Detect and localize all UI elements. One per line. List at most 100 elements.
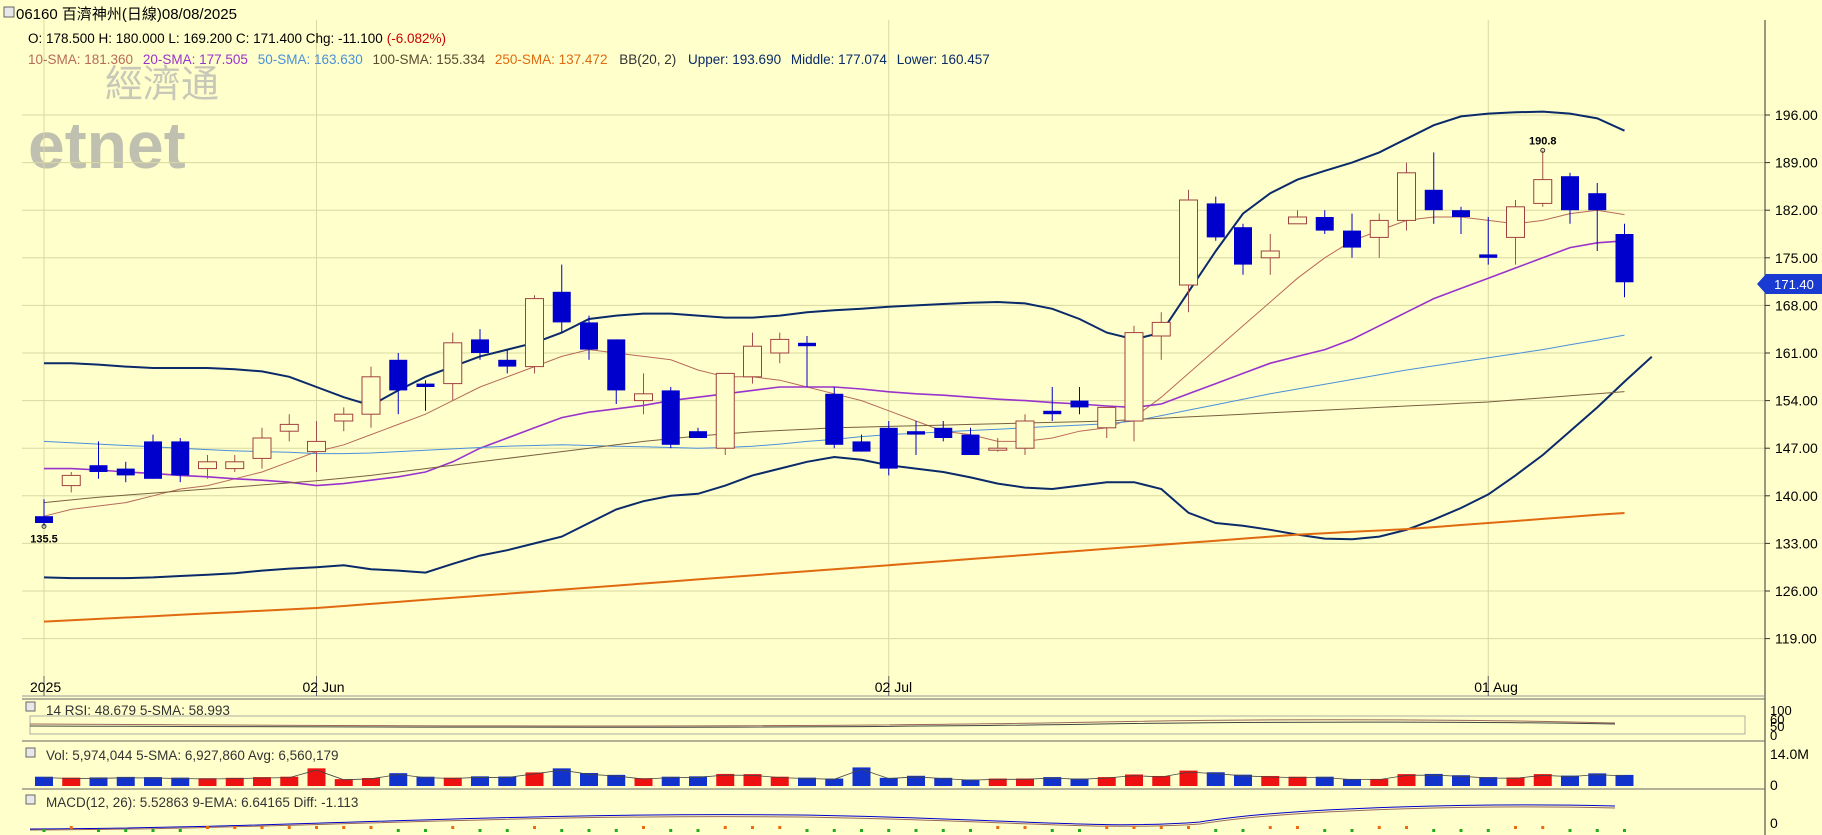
volume-bar (770, 776, 789, 786)
candle-body (1151, 321, 1171, 337)
price-axis-ticks: 196.00 189.00 182.00 175.00 168.00 161.00 154.… (1765, 107, 1818, 647)
macd-histogram-bar (1595, 829, 1599, 832)
collapse-icon[interactable] (25, 701, 36, 712)
candle-body (1343, 230, 1361, 248)
candle-body (1369, 219, 1389, 238)
volume-bar (253, 777, 271, 786)
candle-body (1206, 203, 1225, 238)
macd-histogram (42, 826, 1626, 832)
candle-body (1315, 217, 1334, 231)
rsi-tick: 50 (1770, 719, 1784, 734)
volume-bar (961, 779, 980, 786)
price-grid (22, 20, 1765, 696)
volume-bar (607, 774, 626, 786)
macd-histogram-bar (723, 826, 727, 829)
indicator-legend: 10-SMA: 181.360 20-SMA: 177.505 50-SMA: … (28, 52, 990, 67)
macd-histogram-bar (1514, 826, 1517, 829)
volume-bar (552, 768, 571, 786)
candle-body (1234, 227, 1252, 265)
rsi-line (29, 719, 1616, 727)
candle-body (89, 465, 108, 472)
volume-bar (1506, 777, 1525, 786)
volume-bar (443, 777, 462, 786)
volume-bar (798, 777, 816, 786)
volume-bar (1315, 776, 1334, 786)
macd-histogram-bar (1432, 829, 1436, 832)
ohlc-readout: O: 178.500 H: 180.000 L: 169.200 C: 171.… (28, 31, 446, 46)
volume-bar (1397, 774, 1416, 786)
watermark-logo: etnet (28, 108, 186, 182)
volume-bar (416, 776, 435, 786)
volume-bar (144, 777, 162, 786)
y-tick-label: 189.00 (1775, 155, 1818, 171)
candle-body (171, 441, 190, 476)
volume-bar (1097, 777, 1116, 786)
volume-bar (825, 778, 844, 786)
macd-histogram-bar (424, 829, 427, 832)
macd-panel: MACD(12, 26): 5.52863 9-EMA: 6.64165 Dif… (22, 788, 1778, 832)
x-tick-label: 02 Jun (303, 679, 345, 695)
last-price-marker: 171.40 (1757, 274, 1822, 294)
macd-histogram-bar (887, 829, 891, 832)
candle-body (525, 298, 544, 368)
macd-histogram-bar (860, 829, 863, 832)
volume-bar (1152, 775, 1171, 786)
candle-body (1424, 189, 1443, 211)
candle-body (1043, 410, 1062, 415)
volume-bar (988, 778, 1007, 786)
candle-body (580, 322, 598, 350)
volume-bar (1016, 778, 1034, 786)
collapse-icon[interactable] (25, 794, 36, 805)
volume-bar (1424, 773, 1443, 786)
macd-tick: 0 (1770, 815, 1778, 831)
candle-body (252, 437, 272, 459)
candle-body (443, 342, 463, 385)
volume-bar (661, 776, 680, 786)
macd-histogram-bar (1541, 826, 1545, 829)
macd-histogram-bar (1132, 826, 1136, 829)
y-tick-label: 161.00 (1775, 345, 1818, 361)
candle-body (961, 434, 980, 455)
candle-body (661, 390, 680, 445)
candle-body (852, 441, 871, 452)
header: 06160 百濟神州(日線)08/08/2025 O: 178.500 H: 1… (3, 6, 990, 67)
candle-body (225, 461, 245, 470)
collapse-icon[interactable] (3, 6, 15, 18)
candle-body (144, 441, 162, 479)
macd-histogram-bar (1023, 826, 1027, 829)
candle-body (1452, 210, 1470, 217)
macd-histogram-bar (560, 829, 564, 832)
macd-histogram-bar (505, 829, 509, 832)
candle-body (1070, 400, 1089, 408)
macd-histogram-bar (941, 829, 945, 832)
y-tick-label: 119.00 (1775, 631, 1817, 647)
volume-sma-line (43, 768, 1625, 781)
y-tick-label: 182.00 (1775, 202, 1818, 218)
macd-histogram-bar (369, 826, 373, 829)
y-tick-label: 147.00 (1775, 440, 1818, 456)
volume-tick: 0 (1770, 777, 1778, 793)
volume-bar (1261, 775, 1280, 786)
macd-histogram-bar (233, 826, 237, 829)
volume-bars (35, 767, 1634, 786)
rsi-tick: 100 (1770, 703, 1792, 718)
candle-body (1588, 193, 1607, 211)
macd-histogram-bar (1486, 829, 1490, 832)
macd-histogram-bar (1105, 826, 1109, 829)
bb-upper-line (44, 110, 1625, 407)
candlesticks (35, 150, 1634, 527)
volume-bar (1343, 778, 1361, 786)
collapse-icon[interactable] (25, 747, 36, 758)
candle-body (35, 516, 53, 523)
macd-histogram-bar (1350, 829, 1354, 832)
macd-histogram-bar (1323, 829, 1327, 832)
volume-bar (1288, 776, 1307, 786)
volume-bar (1588, 773, 1607, 786)
macd-histogram-bar (151, 829, 155, 832)
annotation-label: 135.5 (30, 533, 58, 545)
candle-body (770, 338, 790, 354)
volume-bar (907, 775, 925, 786)
macd-histogram-bar (696, 829, 700, 832)
